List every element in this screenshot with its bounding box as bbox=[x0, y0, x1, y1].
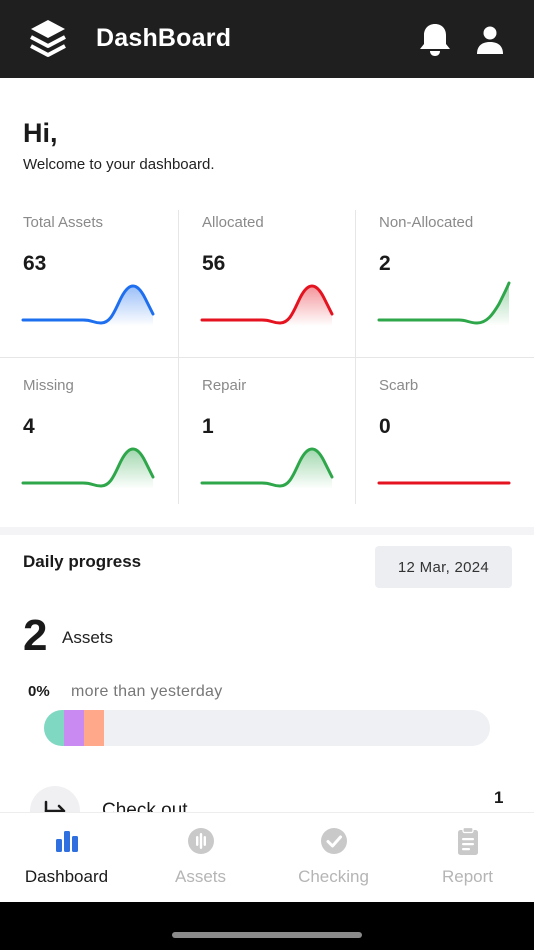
greeting-subtitle: Welcome to your dashboard. bbox=[23, 156, 215, 173]
nav-label: Assets bbox=[174, 867, 227, 886]
stat-value: 1 bbox=[202, 415, 214, 438]
sparkline-line bbox=[377, 281, 511, 325]
nav-label: Dashboard bbox=[24, 867, 109, 886]
app-title: DashBoard bbox=[96, 24, 232, 52]
stat-label: Missing bbox=[23, 377, 74, 394]
app-header: DashBoard bbox=[0, 0, 534, 78]
stat-label: Scarb bbox=[379, 377, 419, 394]
grid-divider bbox=[0, 357, 534, 358]
sparkline bbox=[21, 284, 155, 326]
greeting-title: Hi, bbox=[23, 118, 58, 148]
stats-grid: Total Assets 63 Allocated 56 Non-Allocat… bbox=[0, 208, 534, 506]
stat-value: 0 bbox=[379, 415, 391, 438]
check-out-icon bbox=[30, 786, 80, 812]
daily-progress-title: Daily progress bbox=[23, 552, 142, 571]
sparkline-line bbox=[200, 284, 334, 325]
section-separator bbox=[0, 527, 534, 535]
progress-segment bbox=[44, 710, 65, 746]
activity-label: Check out bbox=[102, 800, 188, 812]
nav-label: Report bbox=[441, 867, 494, 886]
stat-value: 56 bbox=[202, 252, 226, 275]
stat-label: Total Assets bbox=[23, 214, 104, 231]
progress-segment bbox=[64, 710, 85, 746]
stat-value: 2 bbox=[379, 252, 391, 275]
stat-card-scarb[interactable]: Scarb 0 bbox=[356, 371, 534, 519]
stat-value: 4 bbox=[23, 415, 35, 438]
sparkline-area bbox=[280, 286, 332, 326]
stat-card-allocated[interactable]: Allocated 56 bbox=[179, 208, 357, 356]
sparkline bbox=[377, 281, 511, 326]
bottom-nav: Dashboard Assets Checking Report bbox=[0, 812, 534, 902]
stat-label: Non-Allocated bbox=[379, 214, 474, 231]
stat-card-missing[interactable]: Missing 4 bbox=[0, 371, 178, 519]
progress-segment bbox=[84, 710, 105, 746]
sparkline-area bbox=[101, 449, 153, 489]
sparkline bbox=[200, 284, 334, 326]
daily-count-unit: Assets bbox=[62, 628, 114, 647]
date-picker[interactable]: 12 Mar, 2024 bbox=[375, 546, 512, 588]
nav-report[interactable]: Report bbox=[401, 813, 534, 903]
percent-note: more than yesterday bbox=[71, 683, 223, 700]
sparkline-area bbox=[101, 286, 153, 326]
percent-change: 0% bbox=[28, 683, 50, 700]
sparkline-line bbox=[21, 447, 155, 488]
user-icon[interactable] bbox=[475, 25, 505, 55]
bell-icon[interactable] bbox=[418, 21, 452, 57]
stat-label: Repair bbox=[202, 377, 247, 394]
sparkline bbox=[200, 447, 334, 489]
activity-row-check-out[interactable]: Check out 1 bbox=[0, 770, 534, 812]
stat-card-non-allocated[interactable]: Non-Allocated 2 bbox=[356, 208, 534, 356]
stat-label: Allocated bbox=[202, 214, 264, 231]
nav-dashboard[interactable]: Dashboard bbox=[0, 813, 133, 903]
stat-card-total-assets[interactable]: Total Assets 63 bbox=[0, 208, 178, 356]
check-circle-icon bbox=[320, 828, 347, 854]
layers-icon[interactable] bbox=[28, 18, 68, 60]
sparkline bbox=[21, 447, 155, 489]
bar-chart-icon bbox=[55, 831, 78, 852]
daily-count: 2 bbox=[23, 611, 48, 660]
sparkline-line bbox=[21, 284, 155, 325]
home-indicator[interactable] bbox=[172, 932, 362, 938]
sparkline-line bbox=[200, 447, 334, 488]
activity-count: 1 bbox=[494, 788, 504, 807]
stat-card-repair[interactable]: Repair 1 bbox=[179, 371, 357, 519]
sparkline bbox=[377, 481, 511, 485]
nav-label: Checking bbox=[298, 867, 369, 886]
system-navigation-bar bbox=[0, 902, 534, 950]
clipboard-icon bbox=[457, 826, 478, 855]
assets-icon bbox=[187, 828, 214, 854]
sparkline-area bbox=[280, 449, 332, 489]
progress-bar bbox=[44, 710, 490, 746]
stat-value: 63 bbox=[23, 252, 47, 275]
sparkline-area bbox=[477, 283, 509, 326]
nav-checking[interactable]: Checking bbox=[267, 813, 400, 903]
nav-assets[interactable]: Assets bbox=[134, 813, 267, 903]
